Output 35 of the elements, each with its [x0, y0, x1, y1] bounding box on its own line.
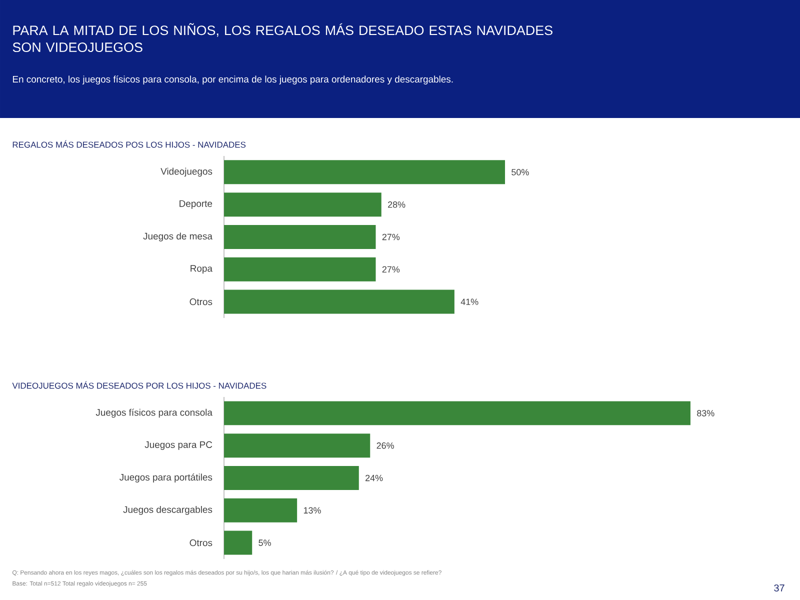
- y-tick-label: Juegos para PC: [144, 441, 212, 450]
- data-label: 28%: [388, 201, 406, 208]
- data-label: 27%: [382, 234, 400, 240]
- bar: [224, 192, 382, 217]
- y-tick-label: Juegos para portátiles: [120, 474, 212, 482]
- data-label: 24%: [366, 474, 383, 482]
- data-label: 41%: [460, 298, 478, 305]
- y-tick-label: Juegos de mesa: [143, 232, 212, 242]
- bar: [224, 434, 370, 458]
- bar: [224, 224, 376, 249]
- text: PARA LA MITAD DE LOS NIÑOS, LOS REGALOS MÁS DESEADO ESTAS NAVIDADES SON VIDEOJUEGOS: [12, 23, 552, 52]
- y-tick-label: Videojuegos: [160, 168, 212, 177]
- bar: [224, 498, 298, 522]
- bar: [224, 401, 690, 426]
- bar: [224, 530, 252, 555]
- data-label: 13%: [304, 507, 321, 514]
- data-label: 50%: [512, 169, 529, 176]
- data-label: 26%: [376, 442, 394, 449]
- bar: [224, 466, 359, 490]
- y-tick-label: Otros: [190, 539, 212, 546]
- y-tick-label: Ropa: [190, 265, 212, 274]
- text: REGALOS MÁS DESEADOS POS LOS HIJOS - NAVIDADES: [12, 140, 246, 148]
- text: VIDEOJUEGOS MÁS DESEADOS POR LOS HIJOS - NAVIDADES: [12, 381, 266, 389]
- y-tick-label: Deporte: [180, 200, 212, 209]
- bar: [224, 290, 454, 314]
- bar: [224, 257, 376, 282]
- text: En concreto, los juegos físicos para consola, por encima de los juegos para ordenadores y descargables.: [12, 76, 453, 84]
- bar: [224, 160, 506, 184]
- data-label: 83%: [697, 410, 714, 416]
- data-label: 5%: [258, 540, 271, 546]
- y-tick-label: Juegos físicos para consola: [96, 408, 212, 418]
- y-tick-label: Juegos descargables: [123, 506, 212, 515]
- text: 37: [774, 584, 784, 592]
- data-label: 27%: [382, 266, 400, 273]
- y-tick-label: Otros: [190, 298, 212, 306]
